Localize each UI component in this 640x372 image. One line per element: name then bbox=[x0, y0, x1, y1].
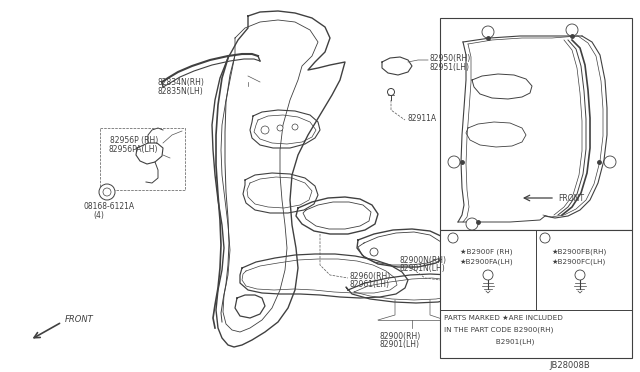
Text: JB28008B: JB28008B bbox=[549, 360, 590, 369]
Text: 82901(LH): 82901(LH) bbox=[380, 340, 420, 350]
Circle shape bbox=[261, 126, 269, 134]
Circle shape bbox=[277, 125, 283, 131]
Text: b: b bbox=[543, 235, 547, 241]
Text: FRONT: FRONT bbox=[65, 315, 93, 324]
Text: a: a bbox=[452, 160, 456, 164]
Text: a: a bbox=[486, 29, 490, 35]
Text: 82950(RH): 82950(RH) bbox=[430, 54, 471, 62]
Text: ★B2900F (RH): ★B2900F (RH) bbox=[460, 249, 513, 255]
Circle shape bbox=[387, 89, 394, 96]
Circle shape bbox=[466, 218, 478, 230]
Text: (4): (4) bbox=[93, 211, 104, 219]
Text: 82911A: 82911A bbox=[408, 113, 437, 122]
Text: 82835N(LH): 82835N(LH) bbox=[158, 87, 204, 96]
Text: 08168-6121A: 08168-6121A bbox=[83, 202, 134, 211]
Circle shape bbox=[566, 24, 578, 36]
Circle shape bbox=[292, 124, 298, 130]
Circle shape bbox=[103, 188, 111, 196]
Text: 82956P (RH): 82956P (RH) bbox=[110, 135, 158, 144]
Text: 82900(RH): 82900(RH) bbox=[380, 331, 421, 340]
Text: 82960(RH): 82960(RH) bbox=[350, 272, 391, 280]
Circle shape bbox=[483, 270, 493, 280]
Circle shape bbox=[448, 156, 460, 168]
Text: ★B2900FA(LH): ★B2900FA(LH) bbox=[460, 259, 514, 265]
Text: a: a bbox=[451, 235, 455, 241]
Text: b: b bbox=[570, 28, 574, 32]
Bar bbox=[440, 18, 632, 230]
Text: a: a bbox=[470, 221, 474, 227]
Text: 82900N(RH): 82900N(RH) bbox=[400, 256, 447, 264]
Circle shape bbox=[575, 270, 585, 280]
Bar bbox=[440, 230, 632, 358]
Circle shape bbox=[604, 156, 616, 168]
Text: ★B2900FB(RH): ★B2900FB(RH) bbox=[552, 249, 607, 255]
Circle shape bbox=[448, 233, 458, 243]
Text: c: c bbox=[608, 160, 612, 164]
Text: IN THE PART CODE B2900(RH): IN THE PART CODE B2900(RH) bbox=[444, 327, 554, 333]
Text: 82961(LH): 82961(LH) bbox=[350, 280, 390, 289]
Text: 82956PA(LH): 82956PA(LH) bbox=[108, 144, 157, 154]
Circle shape bbox=[540, 233, 550, 243]
Text: 82834N(RH): 82834N(RH) bbox=[158, 77, 205, 87]
Text: PARTS MARKED ★ARE INCLUDED: PARTS MARKED ★ARE INCLUDED bbox=[444, 315, 563, 321]
Text: 82951(LH): 82951(LH) bbox=[430, 62, 470, 71]
Text: FRONT: FRONT bbox=[558, 193, 584, 202]
Circle shape bbox=[482, 26, 494, 38]
Circle shape bbox=[99, 184, 115, 200]
Text: 82901N(LH): 82901N(LH) bbox=[400, 264, 445, 273]
Text: ★B2900FC(LH): ★B2900FC(LH) bbox=[552, 259, 606, 265]
Text: B2901(LH): B2901(LH) bbox=[444, 339, 534, 345]
Circle shape bbox=[370, 248, 378, 256]
